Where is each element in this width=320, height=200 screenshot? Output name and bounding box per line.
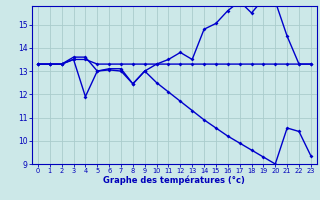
X-axis label: Graphe des températures (°c): Graphe des températures (°c)	[103, 176, 245, 185]
